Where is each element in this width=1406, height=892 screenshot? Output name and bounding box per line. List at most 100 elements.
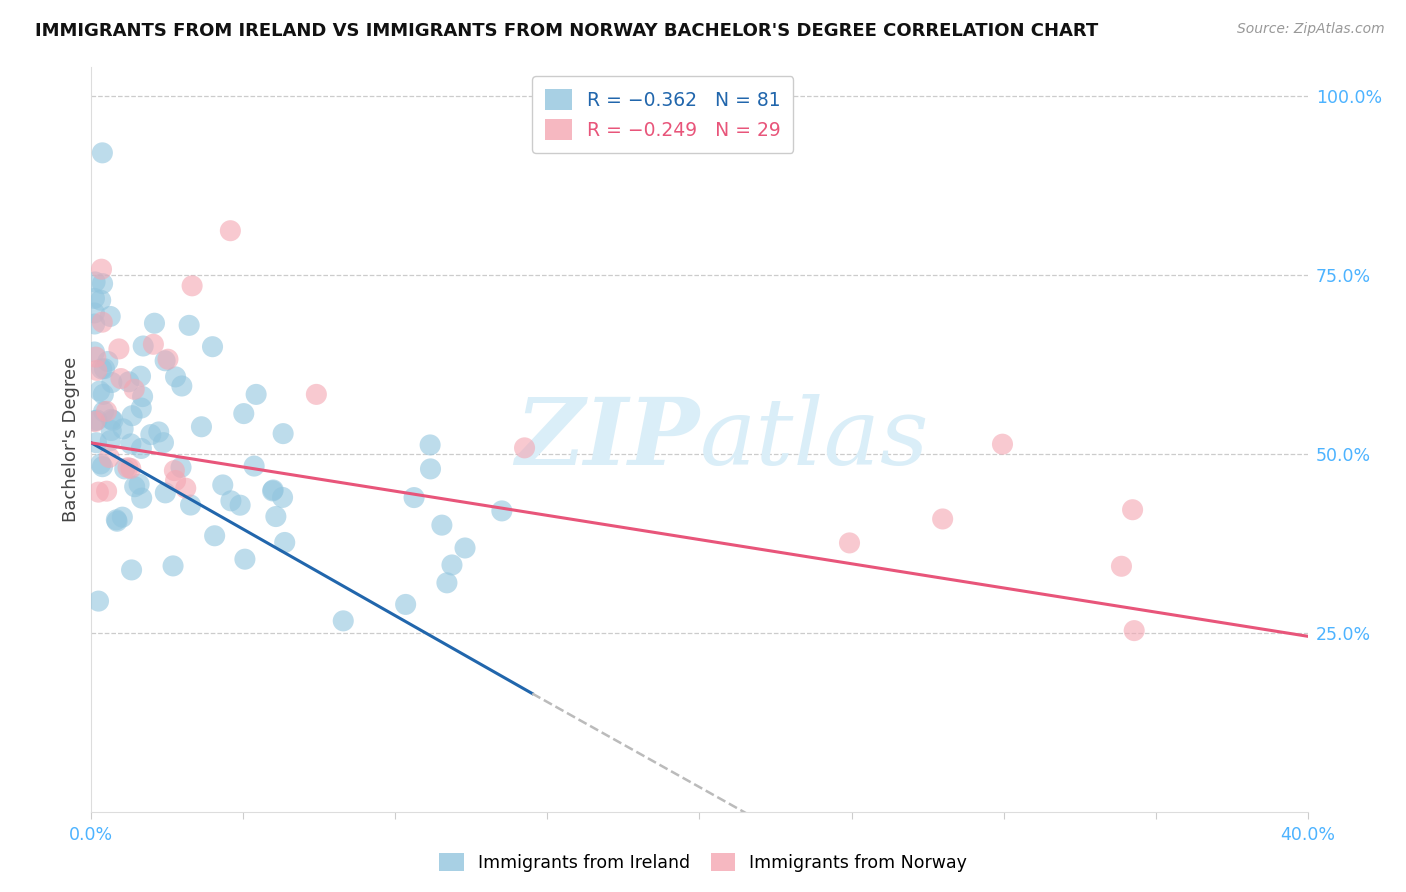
Point <box>83 306 105 320</box>
Point <box>121 563 143 577</box>
Point <box>83 292 105 306</box>
Point <box>271 426 294 441</box>
Point <box>139 427 162 442</box>
Point <box>105 513 128 527</box>
Point <box>491 504 513 518</box>
Point <box>122 382 145 396</box>
Point <box>440 558 463 572</box>
Point <box>93 361 115 376</box>
Point <box>108 342 131 356</box>
Point <box>128 477 150 491</box>
Point <box>90 262 112 277</box>
Point <box>1111 559 1133 574</box>
Point <box>219 224 242 238</box>
Point <box>245 387 267 401</box>
Point <box>419 462 441 476</box>
Point <box>86 363 108 377</box>
Point <box>513 441 536 455</box>
Point <box>90 362 112 376</box>
Point <box>83 345 105 359</box>
Point <box>332 614 354 628</box>
Point <box>190 419 212 434</box>
Point <box>170 460 193 475</box>
Point <box>243 459 266 474</box>
Point <box>111 510 134 524</box>
Point <box>118 375 141 389</box>
Point <box>91 277 114 291</box>
Text: atlas: atlas <box>699 394 929 484</box>
Point <box>165 370 187 384</box>
Point <box>165 474 187 488</box>
Point <box>143 316 166 330</box>
Point <box>84 350 107 364</box>
Point <box>124 480 146 494</box>
Point <box>114 462 136 476</box>
Point <box>395 598 418 612</box>
Legend: Immigrants from Ireland, Immigrants from Norway: Immigrants from Ireland, Immigrants from… <box>433 847 973 879</box>
Point <box>142 337 165 351</box>
Point <box>1123 624 1146 638</box>
Point <box>264 509 287 524</box>
Point <box>838 536 860 550</box>
Point <box>402 491 425 505</box>
Point <box>419 438 441 452</box>
Point <box>96 484 118 499</box>
Point <box>163 464 186 478</box>
Point <box>87 485 110 500</box>
Point <box>233 552 256 566</box>
Point <box>155 486 177 500</box>
Point <box>83 414 105 428</box>
Point <box>219 494 242 508</box>
Point <box>152 435 174 450</box>
Point <box>180 498 202 512</box>
Point <box>129 401 152 415</box>
Point <box>86 435 108 450</box>
Point <box>179 318 201 333</box>
Point <box>430 518 453 533</box>
Text: Source: ZipAtlas.com: Source: ZipAtlas.com <box>1237 22 1385 37</box>
Point <box>262 483 284 498</box>
Point <box>991 437 1014 451</box>
Point <box>181 278 204 293</box>
Text: ZIP: ZIP <box>515 394 699 484</box>
Point <box>90 293 112 308</box>
Point <box>931 512 953 526</box>
Point <box>98 450 121 465</box>
Point <box>131 390 153 404</box>
Point <box>112 422 135 436</box>
Point <box>129 369 152 384</box>
Point <box>271 491 294 505</box>
Point <box>93 404 115 418</box>
Point <box>170 379 193 393</box>
Point <box>204 529 226 543</box>
Point <box>121 409 143 423</box>
Point <box>174 481 197 495</box>
Point <box>83 317 105 331</box>
Legend: R = −0.362   N = 81, R = −0.249   N = 29: R = −0.362 N = 81, R = −0.249 N = 29 <box>533 77 793 153</box>
Point <box>211 478 233 492</box>
Point <box>100 412 122 426</box>
Point <box>201 340 224 354</box>
Point <box>162 558 184 573</box>
Point <box>97 354 120 368</box>
Point <box>84 415 107 429</box>
Point <box>436 575 458 590</box>
Point <box>96 404 118 418</box>
Text: IMMIGRANTS FROM IRELAND VS IMMIGRANTS FROM NORWAY BACHELOR'S DEGREE CORRELATION : IMMIGRANTS FROM IRELAND VS IMMIGRANTS FR… <box>35 22 1098 40</box>
Point <box>105 514 128 528</box>
Point <box>90 457 112 471</box>
Point <box>89 384 111 398</box>
Point <box>91 459 114 474</box>
Point <box>84 275 107 289</box>
Point <box>98 310 121 324</box>
Point <box>132 339 155 353</box>
Point <box>91 387 114 401</box>
Y-axis label: Bachelor's Degree: Bachelor's Degree <box>62 357 80 522</box>
Point <box>131 491 153 505</box>
Point <box>262 483 284 497</box>
Point <box>131 442 153 456</box>
Point <box>305 387 328 401</box>
Point <box>98 434 121 448</box>
Point <box>87 594 110 608</box>
Point <box>156 352 179 367</box>
